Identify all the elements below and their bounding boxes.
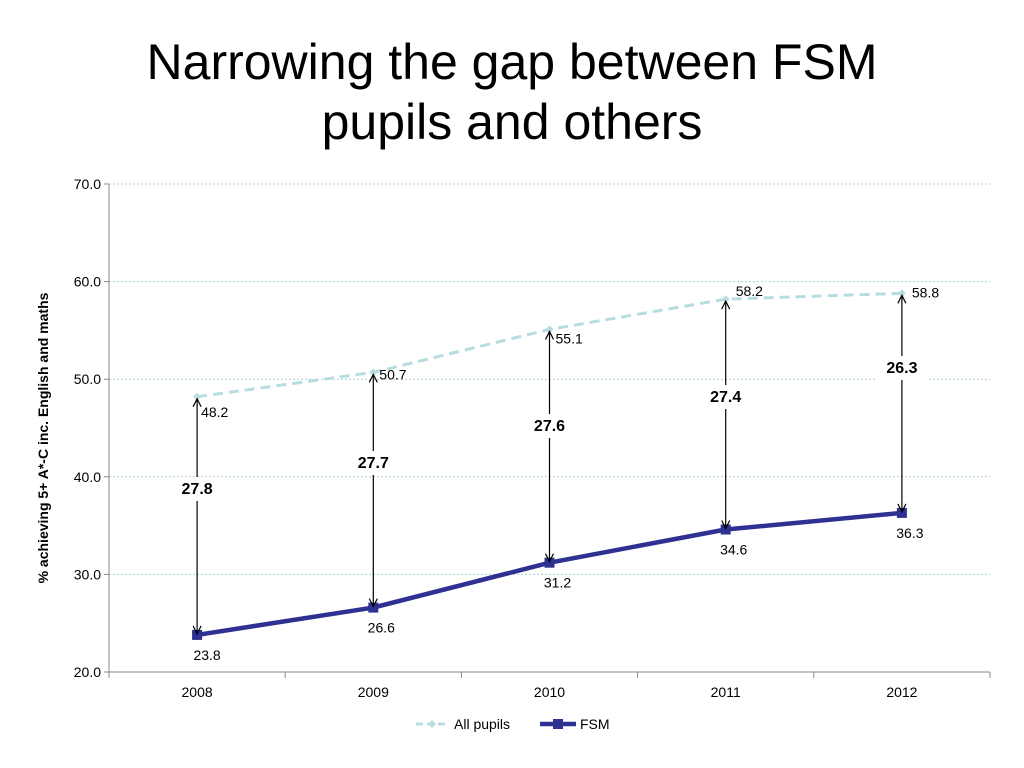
- legend: All pupils FSM: [416, 716, 610, 732]
- x-tick-label: 2010: [534, 684, 565, 700]
- gap-label-bg: [171, 477, 224, 501]
- y-tick-label: 20.0: [74, 664, 101, 680]
- legend-label-fsm: FSM: [580, 716, 610, 732]
- legend-marker-all-pupils: [428, 720, 436, 728]
- y-tick-label: 70.0: [74, 176, 101, 192]
- data-label-fsm: 26.6: [368, 620, 395, 636]
- y-tick-label: 40.0: [74, 469, 101, 485]
- gap-label-bg: [875, 356, 928, 380]
- y-axis-title: % achieving 5+ A*-C inc. English and mat…: [35, 292, 51, 583]
- point-fsm: [368, 602, 379, 613]
- gap-arrows: 27.8 27.7 27.6 27.4 26.3: [171, 295, 928, 634]
- x-tick-label: 2011: [711, 684, 741, 700]
- axes: 20.0 30.0 40.0 50.0 60.0 70.0 2008 2009 2010 2011…: [35, 176, 991, 700]
- data-label-fsm: 23.8: [193, 647, 220, 663]
- gap-label-bg: [523, 414, 576, 438]
- data-label-all-pupils: 50.7: [379, 366, 406, 382]
- point-fsm: [720, 524, 731, 535]
- data-label-fsm: 36.3: [896, 525, 923, 541]
- point-fsm: [896, 507, 907, 518]
- data-label-all-pupils: 55.1: [556, 330, 583, 346]
- gap-label: 27.7: [358, 455, 389, 472]
- point-fsm: [192, 629, 203, 640]
- title-line-2: pupils and others: [321, 94, 703, 150]
- legend-marker-fsm: [553, 719, 563, 729]
- data-label-all-pupils: 58.8: [912, 284, 939, 300]
- gap-label: 27.6: [534, 418, 565, 435]
- data-label-all-pupils: 48.2: [201, 404, 228, 420]
- y-tick-label: 30.0: [74, 566, 101, 582]
- gap-label-bg: [699, 385, 752, 409]
- data-label-fsm: 34.6: [720, 542, 747, 558]
- gap-label: 27.4: [710, 389, 741, 406]
- data-label-fsm: 31.2: [544, 575, 571, 591]
- title-line-1: Narrowing the gap between FSM: [146, 34, 878, 90]
- x-tick-label: 2008: [182, 684, 213, 700]
- gap-label: 26.3: [886, 360, 917, 377]
- x-tick-label: 2009: [358, 684, 389, 700]
- series: [192, 289, 907, 640]
- y-tick-label: 60.0: [74, 274, 101, 290]
- slide-title: Narrowing the gap between FSM pupils and…: [0, 32, 1024, 152]
- x-tick-label: 2012: [886, 684, 917, 700]
- legend-label-all-pupils: All pupils: [454, 716, 510, 732]
- point-fsm: [544, 557, 555, 568]
- gap-label-bg: [347, 451, 400, 475]
- y-tick-label: 50.0: [74, 371, 101, 387]
- data-labels: 48.2 50.7 55.1 58.2 58.8 23.8 26.6 31.2 34.6 36.3: [193, 283, 939, 663]
- gap-label: 27.8: [182, 481, 213, 498]
- data-label-all-pupils: 58.2: [736, 283, 763, 299]
